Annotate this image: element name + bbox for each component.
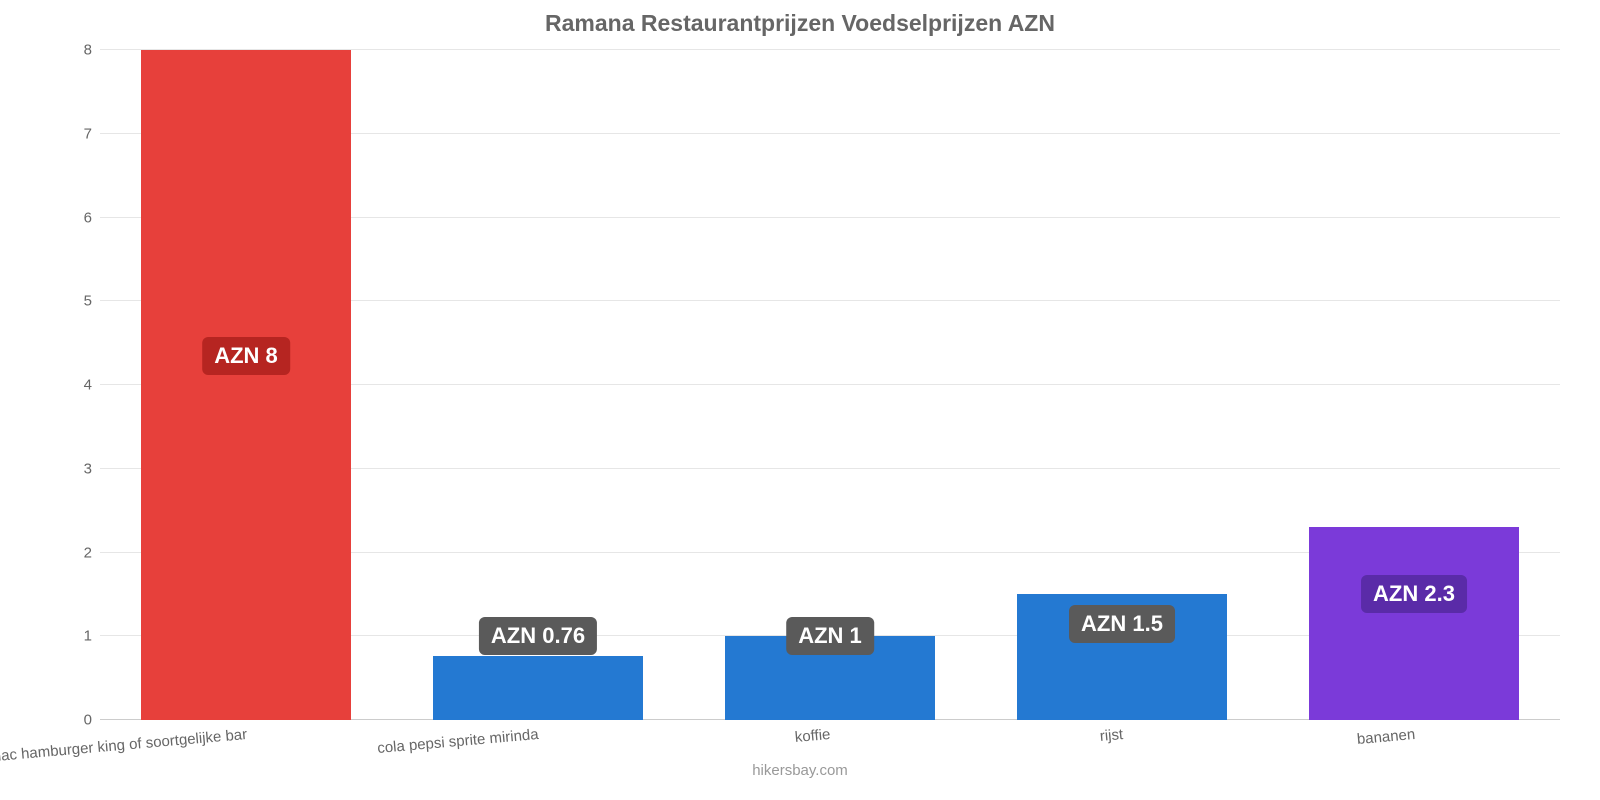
bar — [433, 656, 643, 720]
x-tick-label: rijst — [1099, 726, 1124, 745]
y-tick-label: 4 — [60, 377, 92, 394]
value-label: AZN 1.5 — [1069, 605, 1175, 643]
x-tick-label: bananen — [1356, 726, 1416, 748]
y-tick-label: 2 — [60, 544, 92, 561]
x-tick-label: cola pepsi sprite mirinda — [377, 726, 540, 757]
y-tick-label: 0 — [60, 712, 92, 729]
plot-area: 012345678AZN 8mac hamburger king of soor… — [100, 50, 1560, 720]
bar — [141, 50, 351, 720]
value-label: AZN 8 — [202, 337, 290, 375]
x-tick-label: mac hamburger king of soortgelijke bar — [0, 726, 247, 766]
y-tick-label: 8 — [60, 42, 92, 59]
bar — [1309, 527, 1519, 720]
attribution-text: hikersbay.com — [752, 762, 848, 779]
value-label: AZN 2.3 — [1361, 575, 1467, 613]
value-label: AZN 0.76 — [479, 617, 597, 655]
y-tick-label: 3 — [60, 460, 92, 477]
x-tick-label: koffie — [795, 726, 832, 746]
y-tick-label: 1 — [60, 628, 92, 645]
price-bar-chart: Ramana Restaurantprijzen Voedselprijzen … — [0, 0, 1600, 800]
value-label: AZN 1 — [786, 617, 874, 655]
y-tick-label: 7 — [60, 125, 92, 142]
y-tick-label: 6 — [60, 209, 92, 226]
chart-title: Ramana Restaurantprijzen Voedselprijzen … — [0, 0, 1600, 37]
y-tick-label: 5 — [60, 293, 92, 310]
